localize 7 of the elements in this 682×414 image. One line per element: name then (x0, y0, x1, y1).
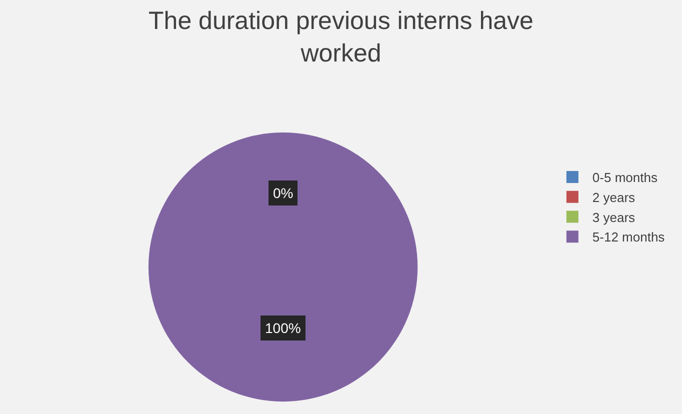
legend-label: 3 years (592, 210, 636, 225)
legend-label: 0-5 months (592, 170, 658, 186)
text: 0% (273, 185, 294, 201)
legend-label: 2 years (592, 190, 636, 205)
legend-label: 5-12 months (592, 230, 666, 245)
chart-title: The duration previous interns have worked (148, 6, 534, 68)
data-label: 100% (265, 320, 301, 336)
